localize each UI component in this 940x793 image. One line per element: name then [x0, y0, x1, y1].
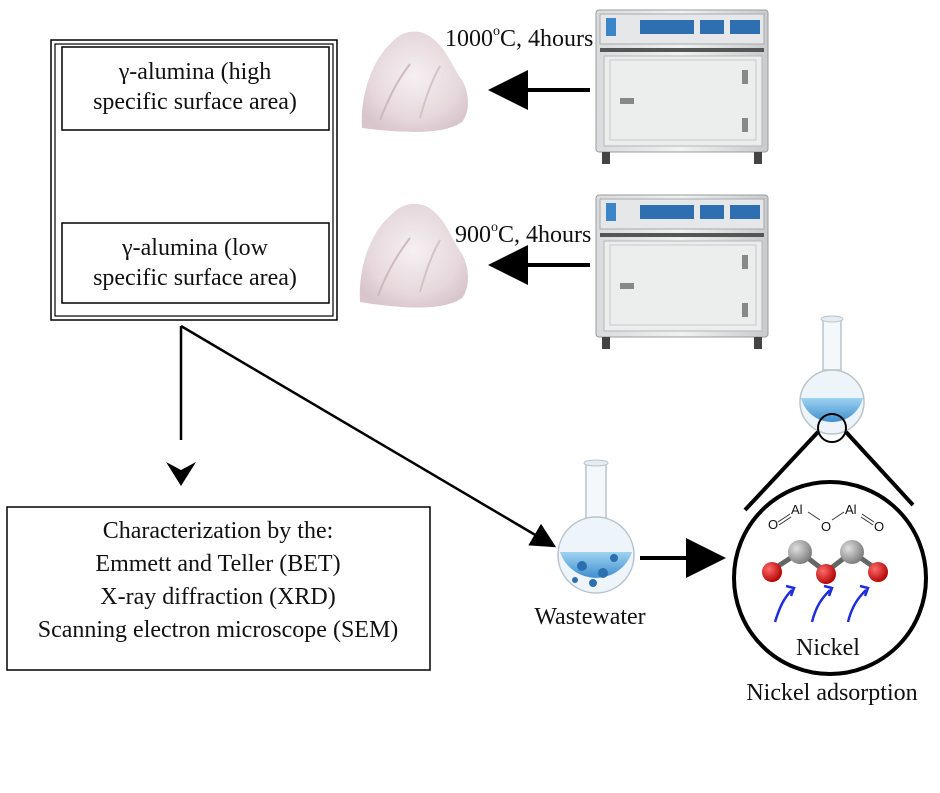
alumina-high-box: γ-alumina (high specific surface area)	[61, 46, 330, 131]
alumina-low-box: γ-alumina (low specific surface area)	[61, 222, 330, 304]
wastewater-label: Wastewater	[534, 604, 645, 630]
furnace-high-icon	[595, 9, 769, 164]
furnace-low-icon	[595, 194, 769, 349]
alumina-high-line2: specific surface area)	[93, 89, 297, 115]
nickel-adsorption-caption: Nickel adsorption	[746, 680, 917, 706]
svg-text:O: O	[821, 519, 831, 534]
characterization-line-4: Scanning electron microscope (SEM)	[38, 617, 399, 643]
zoom-line-right	[844, 430, 915, 507]
characterization-line-3: X-ray diffraction (XRD)	[100, 584, 335, 610]
alumina-low-line1: γ-alumina (low	[121, 235, 269, 261]
wastewater-flask-icon	[557, 459, 635, 594]
alumina-high-line1: γ-alumina (high	[118, 59, 272, 85]
svg-text:Al: Al	[845, 502, 857, 517]
ball-stick-model-icon	[762, 540, 888, 584]
characterization-box: Characterization by the: Emmett and Tell…	[6, 506, 431, 671]
characterization-line-2: Emmett and Teller (BET)	[95, 551, 340, 577]
alumina-low-line2: specific surface area)	[93, 265, 297, 291]
calcination-low-label: 900oC, 4hours	[455, 220, 591, 248]
treated-flask-icon	[799, 315, 865, 443]
arrow-to-wastewater	[180, 324, 557, 548]
zoom-line-left	[743, 430, 820, 512]
alumina-structure-icon: O Al O Al O	[768, 502, 884, 534]
nickel-adsorption-arrows-icon	[773, 584, 870, 623]
arrow-to-characterization-head	[166, 462, 196, 486]
calcination-high-label: 1000oC, 4hours	[445, 24, 593, 52]
powder-pile-high-icon	[361, 31, 468, 132]
characterization-line-1: Characterization by the:	[103, 518, 334, 544]
powder-pile-low-icon	[359, 203, 468, 308]
svg-text:O: O	[768, 517, 778, 532]
nickel-label: Nickel	[796, 635, 860, 661]
svg-text:Al: Al	[791, 502, 803, 517]
svg-text:O: O	[874, 519, 884, 534]
